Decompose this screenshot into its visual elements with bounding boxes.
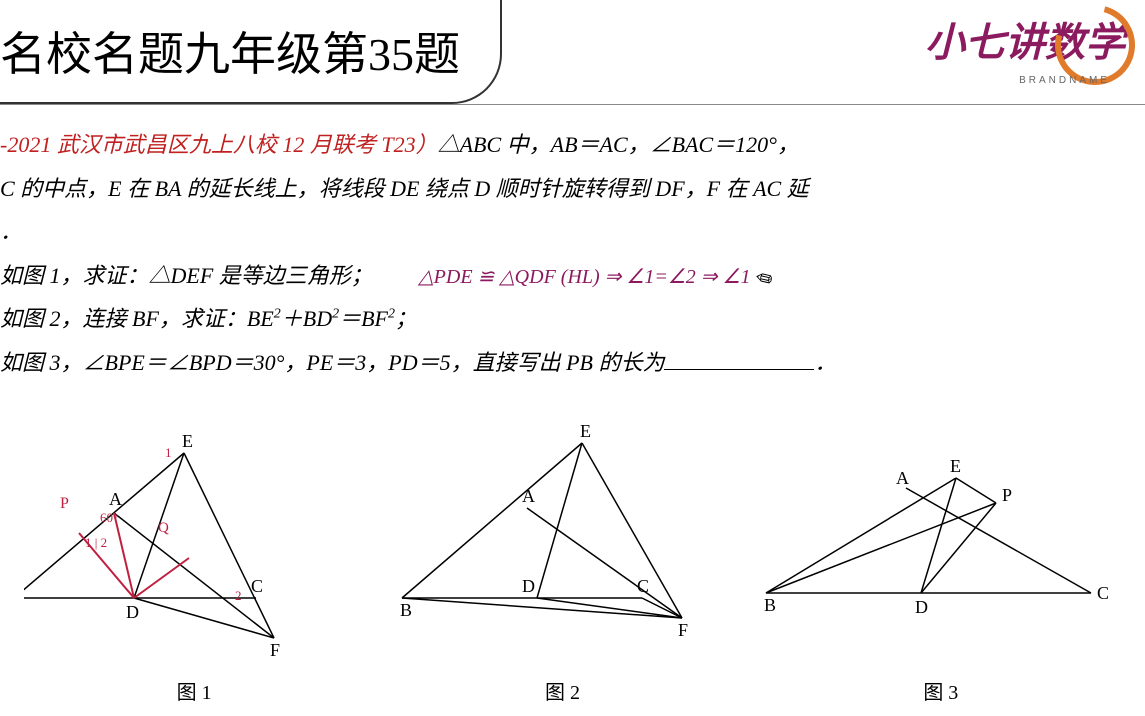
anno-60: 60° [100,510,118,526]
q2-part-d: ； [395,306,417,331]
problem-content: -2021 武汉市武昌区九上八校 12 月联考 T23）△ABC 中，AB＝AC… [0,105,1145,383]
figure-1-svg: A C D E F [24,423,364,663]
question-1: 如图 1，求证：△DEF 是等边三角形； [0,263,373,288]
question-3: 如图 3，∠BPE＝∠BPD＝30°，PE＝3，PD＝5，直接写出 PB 的长为… [0,343,1145,383]
question-2: 如图 2，连接 BF，求证：BE2＋BD2＝BF2； [0,299,1145,339]
figure-2: A B C D E F 图 2 [392,423,732,705]
svg-text:D: D [126,602,139,622]
svg-text:C: C [637,576,649,596]
svg-text:F: F [678,620,688,640]
anno-q: Q [158,520,169,537]
figures-row: A C D E F 图 1 P 60° 1 | 2 Q 1 2 A B C D E F 图 2 A… [0,423,1145,705]
svg-text:C: C [1097,583,1109,603]
page-title: 名校名题九年级第35题 [0,0,502,104]
q3-end: ． [814,350,836,375]
svg-text:C: C [251,576,263,596]
svg-text:D: D [915,597,928,617]
problem-source: -2021 武汉市武昌区九上八校 12 月联考 T23） [0,132,438,157]
figure-1-label: 图 1 [24,676,364,705]
svg-text:B: B [400,600,412,620]
stem-line-2: C 的中点，E 在 BA 的延长线上，将线段 DE 绕点 D 顺时针旋转得到 D… [0,169,1145,209]
q2-part-a: 如图 2，连接 BF，求证：BE [0,306,274,331]
anno-p: P [60,495,69,513]
svg-text:A: A [522,486,535,506]
figure-2-svg: A B C D E F [392,423,732,663]
svg-text:D: D [522,576,535,596]
stem-line-1: △ABC 中，AB＝AC，∠BAC＝120°， [438,132,799,157]
answer-blank [664,350,814,370]
pencil-icon: ✎ [745,254,785,296]
anno-two-a: 2 [235,588,242,604]
q3-text: 如图 3，∠BPE＝∠BPD＝30°，PE＝3，PD＝5，直接写出 PB 的长为 [0,350,664,375]
svg-text:A: A [109,489,122,509]
anno-one: 1 [165,445,172,461]
svg-text:B: B [764,595,776,615]
figure-3: A B C D E P 图 3 [761,423,1121,705]
figure-3-label: 图 3 [761,676,1121,705]
svg-text:E: E [950,456,961,476]
anno-12: 1 | 2 [85,535,107,551]
stem-line-3: ． [0,212,1145,252]
q2-part-b: ＋BD [281,306,332,331]
brand-logo: 小七讲数学 [925,10,1125,68]
svg-text:F: F [270,640,280,660]
header: 名校名题九年级第35题 小七讲数学 BRANDNAME [0,0,1145,105]
q2-part-c: ＝BF [339,306,388,331]
handwritten-note: △PDE ≌ △QDF (HL) ⇒ ∠1=∠2 ⇒ ∠1 [418,266,750,288]
svg-text:A: A [896,468,909,488]
figure-1: A C D E F 图 1 P 60° 1 | 2 Q 1 2 [24,423,364,705]
svg-text:E: E [182,431,193,451]
svg-text:P: P [1002,485,1012,505]
figure-2-label: 图 2 [392,676,732,705]
figure-3-svg: A B C D E P [761,423,1121,663]
svg-text:E: E [580,423,591,441]
brand-subtitle: BRANDNAME [1019,75,1110,86]
